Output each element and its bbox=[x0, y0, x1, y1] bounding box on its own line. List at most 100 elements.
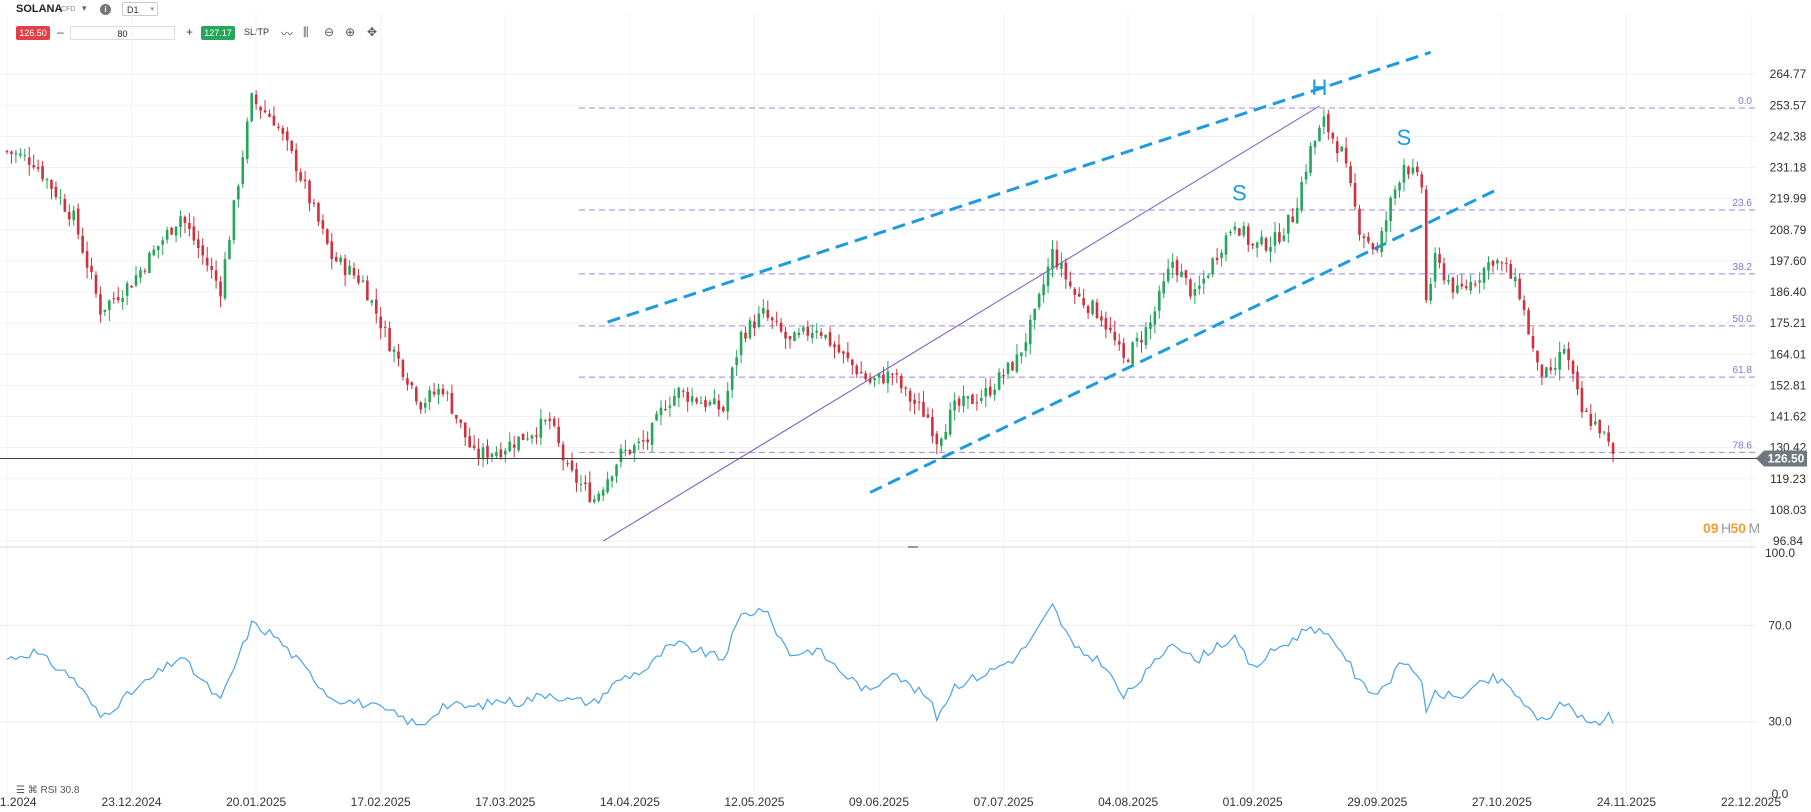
candles-icon[interactable]: ⫼ bbox=[303, 25, 309, 39]
candle-body bbox=[1451, 277, 1455, 293]
chevron-down-icon[interactable]: ▾ bbox=[82, 3, 87, 13]
candle-body bbox=[1055, 249, 1059, 268]
candle-body bbox=[1033, 308, 1037, 321]
increase-quantity-button[interactable]: + bbox=[186, 25, 194, 39]
candle-body bbox=[139, 269, 142, 278]
candle-body bbox=[1073, 288, 1077, 295]
candle-body bbox=[468, 436, 471, 448]
candle-body bbox=[837, 344, 841, 353]
candle-body bbox=[846, 352, 850, 359]
candle-body bbox=[432, 391, 436, 395]
candle-body bbox=[1215, 257, 1219, 261]
candle-body bbox=[272, 115, 276, 126]
candle-body bbox=[1046, 266, 1050, 287]
candle-body bbox=[686, 391, 689, 402]
candle-body bbox=[1131, 342, 1134, 365]
chart-overlays: 09 H 50 M bbox=[0, 458, 1760, 536]
candle-body bbox=[1126, 360, 1130, 363]
candle-body bbox=[1353, 182, 1357, 207]
info-icon[interactable]: i bbox=[100, 4, 111, 15]
candle-body bbox=[1429, 283, 1432, 301]
candle-body bbox=[1309, 146, 1312, 173]
candle-body bbox=[913, 399, 916, 404]
candle-body bbox=[397, 351, 400, 359]
candle-body bbox=[1411, 167, 1415, 174]
candle-body bbox=[192, 226, 196, 241]
candle-body bbox=[726, 390, 730, 412]
buy-button[interactable]: 127.17 bbox=[201, 26, 235, 40]
candle-body bbox=[1278, 232, 1281, 243]
candle-body bbox=[1389, 197, 1392, 222]
candle-body bbox=[637, 441, 641, 444]
quantity-input[interactable]: 80 bbox=[70, 26, 175, 40]
zoom-in-icon[interactable]: ⊕ bbox=[345, 25, 356, 39]
candle-body bbox=[535, 435, 538, 437]
candle-body bbox=[508, 441, 512, 452]
candle-body bbox=[784, 331, 787, 339]
date-tick-label: 20.01.2025 bbox=[226, 795, 286, 809]
candle-body bbox=[886, 371, 890, 384]
candle-body bbox=[1402, 164, 1406, 183]
candle-body bbox=[770, 317, 774, 321]
current-price-label: 126.50 bbox=[1768, 452, 1805, 466]
trend-line[interactable] bbox=[602, 105, 1320, 542]
trend-line[interactable] bbox=[869, 188, 1499, 494]
candle-body bbox=[161, 240, 165, 245]
candle-body bbox=[753, 321, 756, 329]
timeframe-select[interactable]: D1 ▾ bbox=[122, 2, 158, 16]
candle-body bbox=[1327, 114, 1330, 133]
candle-body bbox=[245, 121, 249, 159]
candle-body bbox=[1318, 127, 1321, 142]
candle-body bbox=[1220, 252, 1223, 259]
candle-body bbox=[1438, 254, 1441, 263]
candle-body bbox=[828, 332, 832, 346]
candle-body bbox=[170, 227, 173, 235]
candle-body bbox=[935, 433, 939, 445]
candle-body bbox=[690, 396, 694, 402]
candle-body bbox=[112, 298, 116, 300]
price-axis: 264.77 253.57 242.38 231.18 219.99 208.79 197.… bbox=[1756, 67, 1807, 548]
candle-body bbox=[557, 426, 560, 444]
move-icon[interactable]: ✥ bbox=[367, 25, 378, 39]
candle-countdown: 50 bbox=[1731, 520, 1747, 536]
panel-resize-handle[interactable] bbox=[908, 546, 918, 548]
candle-body bbox=[1442, 263, 1446, 281]
candle-body bbox=[824, 334, 827, 338]
decrease-quantity-button[interactable]: – bbox=[57, 25, 64, 39]
candle-body bbox=[1202, 278, 1206, 284]
candle-body bbox=[957, 398, 961, 406]
candle-body bbox=[1060, 262, 1063, 269]
candle-body bbox=[597, 493, 601, 501]
candle-body bbox=[1064, 262, 1068, 280]
date-tick-label: 22.12.2025 bbox=[1721, 795, 1781, 809]
candle-body bbox=[1086, 306, 1090, 313]
candle-body bbox=[1100, 316, 1103, 321]
price-tick-label: 164.01 bbox=[1770, 347, 1807, 361]
candle-body bbox=[859, 371, 863, 374]
candle-body bbox=[868, 378, 872, 383]
candle-body bbox=[326, 229, 329, 244]
trend-line[interactable] bbox=[607, 50, 1432, 324]
candle-body bbox=[308, 180, 311, 204]
symbol-name[interactable]: SOLANA bbox=[16, 3, 63, 15]
candle-body bbox=[628, 449, 632, 454]
candle-body bbox=[1384, 220, 1388, 232]
candle-body bbox=[343, 258, 347, 276]
candle-body bbox=[984, 388, 988, 397]
candle-body bbox=[1527, 310, 1530, 335]
candle-body bbox=[806, 326, 810, 336]
candle-body bbox=[1251, 243, 1255, 246]
candle-body bbox=[428, 390, 431, 403]
rsi-legend[interactable]: ☰ ⌘ RSI 30.8 bbox=[16, 785, 80, 796]
sell-button[interactable]: 126.50 bbox=[16, 26, 50, 40]
candle-body bbox=[650, 423, 654, 445]
candle-body bbox=[152, 249, 156, 256]
date-axis: 25.11.2024 23.12.2024 20.01.2025 17.02.2025… bbox=[0, 795, 1781, 809]
price-tick-label: 119.23 bbox=[1770, 472, 1806, 486]
date-tick-label: 14.04.2025 bbox=[600, 795, 660, 809]
candle-body bbox=[1473, 283, 1477, 285]
line-chart-icon[interactable]: 〰 bbox=[281, 27, 294, 41]
zoom-out-icon[interactable]: ⊖ bbox=[324, 25, 335, 39]
candle-body bbox=[1367, 236, 1370, 242]
